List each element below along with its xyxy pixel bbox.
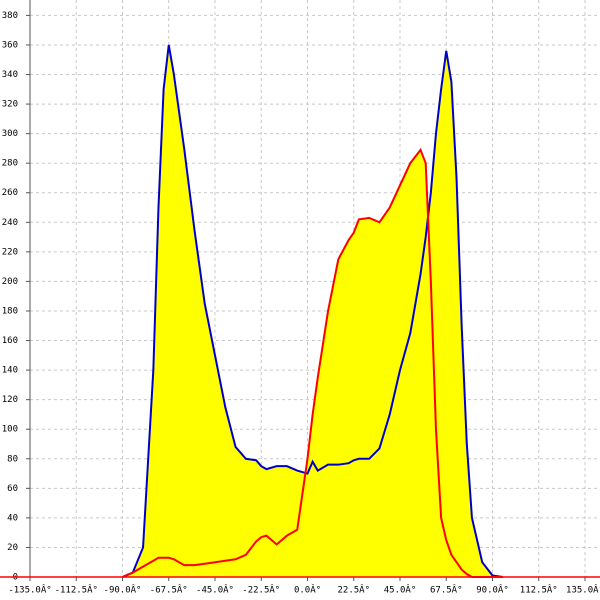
y-tick-label: 240: [2, 218, 18, 228]
y-tick-label: 140: [2, 366, 18, 376]
y-tick-label: 180: [2, 306, 18, 316]
x-tick-label: 22.5Â°: [337, 584, 370, 596]
x-tick-label: -22.5Â°: [242, 584, 280, 596]
x-tick-label: -135.0Â°: [8, 584, 51, 596]
series-line: [122, 147, 503, 578]
x-tick-label: 112.5Â°: [520, 584, 558, 596]
y-tick-label: 120: [2, 395, 18, 405]
x-tick-label: 45.0Â°: [384, 584, 417, 596]
y-tick-label: 60: [7, 484, 18, 494]
y-tick-label: 200: [2, 277, 18, 287]
x-tick-label: -112.5Â°: [55, 584, 98, 596]
y-tick-label: 220: [2, 247, 18, 257]
y-tick-label: 20: [7, 543, 18, 553]
y-tick-label: 80: [7, 454, 18, 464]
y-tick-label: 100: [2, 425, 18, 435]
x-tick-label: -90.0Â°: [104, 584, 142, 596]
y-tick-label: 340: [2, 70, 18, 80]
x-tick-label: 0.0Â°: [294, 584, 321, 596]
y-tick-label: 360: [2, 40, 18, 50]
x-tick-label: 67.5Â°: [430, 584, 463, 596]
x-tick-label: 90.0Â°: [476, 584, 509, 596]
x-tick-label: -45.0Â°: [196, 584, 234, 596]
x-tick-label: 135.0Â°: [566, 584, 600, 596]
series-line: [122, 44, 503, 578]
y-tick-label: 320: [2, 100, 18, 110]
y-tick-label: 280: [2, 159, 18, 169]
area-fill: [122, 149, 503, 577]
y-tick-label: 260: [2, 188, 18, 198]
y-tick-label: 300: [2, 129, 18, 139]
y-tick-label: 380: [2, 11, 18, 21]
x-tick-label: -67.5Â°: [150, 584, 188, 596]
y-tick-label: 40: [7, 513, 18, 523]
y-tick-label: 160: [2, 336, 18, 346]
